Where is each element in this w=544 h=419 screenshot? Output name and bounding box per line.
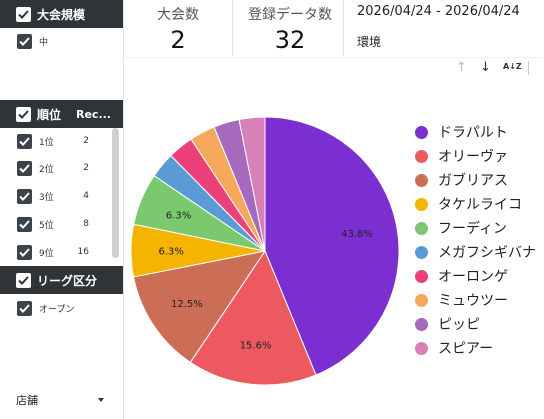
legend-color-dot	[415, 197, 428, 211]
legend-color-dot	[415, 221, 428, 235]
filter-option-label: 1位	[39, 137, 54, 148]
legend-item[interactable]: メガフシギバナ	[415, 240, 536, 264]
record-count: 2	[83, 136, 89, 146]
record-count: 2	[83, 163, 89, 173]
legend-color-dot	[415, 149, 428, 163]
legend-color-dot	[415, 317, 428, 331]
filter-option-open[interactable]: オープン	[0, 298, 110, 318]
legend-item[interactable]: フーディン	[415, 216, 507, 240]
filter-header-league[interactable]: リーグ区分	[0, 266, 123, 294]
kpi-value: 32	[274, 26, 306, 54]
legend-label: オリーヴァ	[438, 149, 508, 165]
filter-header-label: リーグ区分	[37, 273, 98, 288]
filter-header-tournament-scale[interactable]: 大会規模	[0, 0, 123, 28]
checkbox[interactable]	[17, 160, 32, 176]
legend-color-dot	[415, 293, 428, 307]
checkbox[interactable]	[17, 244, 32, 260]
legend-label: タケルライコ	[438, 197, 522, 213]
pie-slice-label: 15.6%	[240, 340, 272, 351]
record-count: 16	[77, 247, 89, 257]
dropdown-caret-icon	[98, 398, 104, 402]
filter-option-label: 3位	[39, 192, 54, 203]
pie-slice[interactable]	[264, 116, 400, 376]
legend-label: ガブリアス	[438, 173, 508, 189]
kpi-tournament-count: 大会数 2	[128, 4, 228, 54]
filter-option-rank-3[interactable]: 3位 4	[0, 186, 110, 206]
select-all-checkbox[interactable]	[16, 106, 31, 122]
record-count: 4	[83, 191, 89, 201]
pie-slice[interactable]	[238, 116, 266, 252]
legend-label: フーディン	[438, 221, 508, 237]
legend-label: ミュウツー	[438, 293, 508, 309]
sidebar-divider	[123, 0, 124, 419]
legend-label: ピッピ	[438, 317, 480, 333]
filter-option-rank-9[interactable]: 9位 16	[0, 242, 110, 262]
filter-option-label: 中	[39, 37, 49, 48]
pie-slice-label: 43.8%	[341, 229, 373, 240]
filter-option-label: 9位	[39, 248, 54, 259]
filter-option-label: オープン	[39, 304, 75, 315]
kpi-label: 登録データ数	[248, 7, 332, 23]
legend-color-dot	[415, 245, 428, 259]
legend-color-dot	[415, 173, 428, 187]
store-dropdown-label: 店舗	[16, 393, 38, 407]
record-count-header[interactable]: Rec...	[76, 107, 111, 121]
filter-option-rank-1[interactable]: 1位 2	[0, 131, 110, 151]
filter-option-rank-2[interactable]: 2位 2	[0, 158, 110, 178]
pie-slice-label: 6.3%	[158, 247, 183, 258]
legend-item[interactable]: オーロンゲ	[415, 264, 508, 288]
select-all-checkbox[interactable]	[16, 6, 31, 22]
sort-alphabetical-icon[interactable]: A↓Z	[503, 62, 522, 71]
legend-label: スピアー	[438, 341, 494, 357]
kpi-label: 大会数	[157, 7, 199, 23]
checkbox[interactable]	[17, 188, 32, 204]
filter-option-label: 2位	[39, 164, 54, 175]
checkbox[interactable]	[17, 300, 32, 316]
checkbox[interactable]	[17, 133, 32, 149]
legend-item[interactable]: オリーヴァ	[415, 144, 508, 168]
legend-item[interactable]: タケルライコ	[415, 192, 522, 216]
legend-color-dot	[415, 341, 428, 355]
pie-slice[interactable]	[132, 250, 267, 363]
filter-sidebar: 大会規模 中 順位 Rec... 1位 2 2位 2 3位 4 5位 8 9位 …	[0, 0, 123, 419]
store-dropdown[interactable]: 店舗	[0, 380, 123, 419]
kpi-divider	[232, 0, 233, 56]
filter-option-label: 5位	[39, 220, 54, 231]
kpi-value: 2	[170, 26, 186, 54]
legend-item[interactable]: ガブリアス	[415, 168, 508, 192]
filter-header-label: 大会規模	[37, 7, 86, 22]
sort-descending-icon[interactable]: ↓	[480, 60, 491, 75]
legend-label: オーロンゲ	[438, 269, 508, 285]
pie-slice-label: 12.5%	[171, 299, 203, 310]
date-range-picker[interactable]: 2026/04/24 - 2026/04/24	[357, 4, 520, 19]
record-count: 8	[83, 219, 89, 229]
legend-label: メガフシギバナ	[438, 245, 536, 261]
filter-header-label: 順位	[37, 107, 62, 122]
legend-color-dot	[415, 125, 428, 139]
rank-filter-scrollbar[interactable]	[112, 128, 119, 258]
checkbox[interactable]	[17, 216, 32, 232]
sort-ascending-icon[interactable]: ↑	[456, 60, 467, 75]
pie-slice[interactable]	[189, 249, 317, 386]
select-all-checkbox[interactable]	[16, 272, 31, 288]
legend-label: ドラパルト	[438, 125, 508, 141]
legend-item[interactable]: ドラパルト	[415, 120, 508, 144]
kpi-record-count: 登録データ数 32	[240, 4, 340, 54]
legend-item[interactable]: スピアー	[415, 336, 493, 360]
legend-item[interactable]: ミュウツー	[415, 288, 508, 312]
filter-header-rank[interactable]: 順位 Rec...	[0, 100, 123, 128]
checkbox[interactable]	[17, 33, 32, 49]
kpi-divider	[343, 0, 344, 56]
toolbar-divider	[528, 61, 529, 75]
pie-slice-label: 6.3%	[166, 211, 191, 222]
filter-option-medium[interactable]: 中	[0, 31, 110, 51]
header-divider	[123, 57, 544, 58]
legend-color-dot	[415, 269, 428, 283]
filter-option-rank-5[interactable]: 5位 8	[0, 214, 110, 234]
legend-item[interactable]: ピッピ	[415, 312, 480, 336]
environment-filter-label[interactable]: 環境	[357, 35, 382, 49]
